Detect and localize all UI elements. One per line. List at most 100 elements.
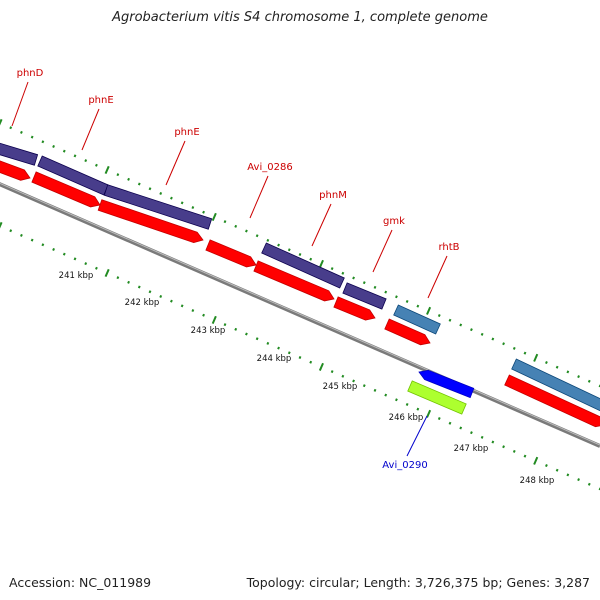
gene-label-phnd: phnD xyxy=(17,68,44,79)
outer-minor-tick xyxy=(384,290,388,294)
gene-bar-phnE-2 xyxy=(103,184,213,230)
outer-minor-tick xyxy=(191,206,195,210)
inner-minor-tick xyxy=(470,431,473,435)
callout-line-gmk xyxy=(372,229,393,273)
inner-minor-tick xyxy=(287,351,291,355)
outer-minor-tick xyxy=(287,248,291,252)
inner-minor-tick xyxy=(84,262,88,266)
outer-minor-tick xyxy=(255,234,259,238)
callout-line-phne xyxy=(165,140,186,186)
cds-arrow-phnE-1 xyxy=(31,171,101,208)
inner-minor-tick xyxy=(170,299,173,303)
inner-minor-tick xyxy=(277,346,280,350)
axis-label-248-kbp: 248 kbp xyxy=(520,476,555,486)
outer-minor-tick xyxy=(84,159,88,163)
outer-major-tick xyxy=(533,353,539,362)
inner-minor-tick xyxy=(566,473,570,477)
inner-minor-tick xyxy=(116,276,120,280)
inner-minor-tick xyxy=(73,257,77,261)
outer-minor-tick xyxy=(234,224,238,228)
outer-minor-tick xyxy=(587,379,591,383)
outer-minor-tick xyxy=(341,271,345,275)
gene-arrow-Avi_0290-blue xyxy=(418,369,475,399)
inner-minor-tick xyxy=(62,252,66,256)
outer-minor-tick xyxy=(9,126,13,130)
outer-minor-tick xyxy=(309,257,313,261)
inner-minor-tick xyxy=(373,388,377,392)
inner-minor-tick xyxy=(127,280,130,284)
axis-label-241-kbp: 241 kbp xyxy=(59,271,94,281)
inner-tick-ring xyxy=(0,221,600,491)
inner-minor-tick xyxy=(95,266,98,270)
outer-minor-tick xyxy=(137,182,141,186)
inner-minor-tick xyxy=(416,407,420,411)
cds-arrow-rhtB xyxy=(384,318,431,346)
axis-label-246-kbp: 246 kbp xyxy=(389,413,424,423)
inner-minor-tick xyxy=(202,313,205,317)
gene-label-avi_0286: Avi_0286 xyxy=(247,162,292,173)
inner-minor-tick xyxy=(41,243,45,247)
inner-minor-tick xyxy=(148,290,152,294)
outer-minor-tick xyxy=(502,342,505,346)
outer-minor-tick xyxy=(459,323,463,327)
features xyxy=(0,142,600,428)
inner-minor-tick xyxy=(362,384,366,388)
outer-minor-tick xyxy=(180,201,184,205)
accession-text: Accession: NC_011989 xyxy=(9,575,152,590)
gene-bar-Avi_0290-green xyxy=(407,380,467,415)
inner-minor-tick xyxy=(234,327,238,331)
axis-labels: 241 kbp 242 kbp 243 kbp 244 kbp 245 kbp 246 k… xyxy=(59,271,555,486)
outer-minor-tick xyxy=(373,285,377,289)
outer-minor-tick xyxy=(330,267,334,271)
outer-minor-tick xyxy=(127,177,130,181)
inner-minor-tick xyxy=(52,247,55,251)
inner-minor-tick xyxy=(352,379,355,383)
inner-minor-tick xyxy=(587,482,591,486)
cds-arrow-gmk xyxy=(333,296,376,321)
inner-minor-tick xyxy=(159,294,163,298)
gene-bar-phnM xyxy=(261,242,345,289)
gene-label-phne: phnE xyxy=(88,95,113,106)
inner-minor-tick xyxy=(502,445,505,449)
outer-minor-tick xyxy=(352,276,355,280)
outer-minor-tick xyxy=(277,243,280,247)
inner-minor-tick xyxy=(180,304,184,308)
inner-minor-tick xyxy=(309,360,313,364)
outer-minor-tick xyxy=(73,154,77,158)
outer-minor-tick xyxy=(395,295,398,299)
backbone xyxy=(0,182,600,448)
axis-label-244-kbp: 244 kbp xyxy=(257,354,292,364)
gene-bar-right-edge xyxy=(511,358,600,412)
axis-label-245-kbp: 245 kbp xyxy=(323,382,358,392)
gene-label-rhtb: rhtB xyxy=(438,242,459,253)
outer-minor-tick xyxy=(416,304,420,308)
outer-minor-tick xyxy=(545,361,548,365)
inner-minor-tick xyxy=(437,417,441,421)
inner-minor-tick xyxy=(405,402,409,406)
outer-minor-tick xyxy=(159,191,163,195)
inner-minor-tick xyxy=(298,356,302,359)
outer-minor-tick xyxy=(405,299,409,303)
inner-major-tick xyxy=(211,315,217,324)
outer-minor-tick xyxy=(491,337,495,341)
inner-major-tick xyxy=(318,362,324,371)
outer-minor-tick xyxy=(448,318,452,322)
outer-minor-tick xyxy=(480,332,484,336)
backbone-highlight xyxy=(0,182,600,446)
inner-major-tick xyxy=(104,268,110,278)
outer-minor-tick xyxy=(202,210,205,214)
topology-summary: Topology: circular; Length: 3,726,375 bp… xyxy=(246,575,590,590)
gene-label-phnm: phnM xyxy=(319,190,347,201)
outer-minor-tick xyxy=(116,173,120,177)
outer-minor-tick xyxy=(41,140,45,144)
cds-arrow-phnD xyxy=(0,160,31,181)
cds-arrow-Avi_0286 xyxy=(205,239,257,268)
inner-minor-tick xyxy=(545,464,548,468)
cds-arrow-right-edge xyxy=(504,374,600,428)
inner-minor-tick xyxy=(395,398,398,402)
outer-minor-tick xyxy=(95,163,98,167)
outer-minor-tick xyxy=(298,253,302,256)
outer-minor-tick xyxy=(266,238,270,242)
outer-minor-tick xyxy=(577,375,580,379)
outer-minor-tick xyxy=(62,149,66,153)
